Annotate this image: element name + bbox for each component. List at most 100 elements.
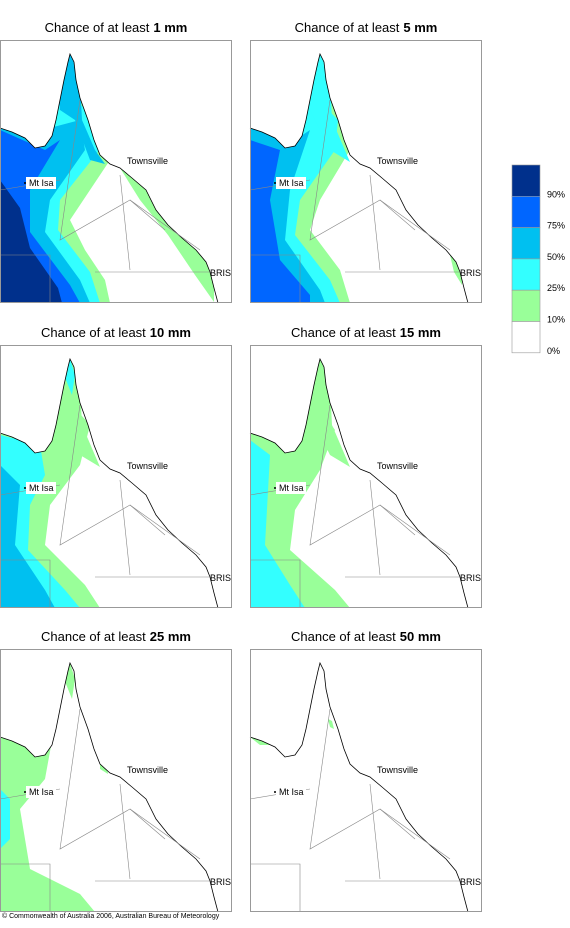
legend-label: 25% — [547, 283, 565, 293]
place-label: Townsville — [377, 461, 418, 471]
place-label: Townsville — [127, 461, 168, 471]
rain-region — [250, 391, 350, 608]
title-prefix: Chance of at least — [291, 629, 396, 644]
place-dot — [274, 791, 276, 793]
coastline — [249, 357, 469, 609]
border — [119, 174, 131, 271]
coastline — [249, 52, 469, 304]
title-prefix: Chance of at least — [291, 325, 396, 340]
map-panel: Townsville Mt Isa BRIS — [249, 345, 482, 609]
place-label: Townsville — [127, 156, 168, 166]
legend-label: 90% — [547, 189, 565, 199]
coastline — [0, 52, 219, 304]
rain-region — [58, 54, 105, 164]
rain-region — [120, 168, 214, 302]
legend: 90% 75% 50% 25% 10% 0% — [511, 164, 565, 356]
place-label: BRIS — [460, 573, 481, 583]
panel-frame — [0, 40, 232, 303]
rain-region — [0, 724, 95, 912]
panel-title: Chance of at least 15 mm — [291, 325, 441, 340]
rain-region — [0, 180, 62, 303]
border — [119, 783, 131, 880]
border — [59, 708, 201, 860]
label-box — [26, 482, 56, 494]
title-amount: 10 mm — [150, 325, 191, 340]
legend-label: 50% — [547, 252, 565, 262]
border — [129, 199, 166, 231]
border — [250, 254, 301, 303]
place-label: BRIS — [460, 877, 481, 887]
border — [250, 559, 301, 608]
place-label: Townsville — [127, 765, 168, 775]
border — [250, 863, 301, 912]
panel-title: Chance of at least 1 mm — [45, 20, 188, 35]
border — [379, 808, 416, 840]
border — [0, 559, 51, 608]
place-label: Mt Isa — [279, 787, 304, 797]
border — [59, 99, 201, 251]
rain-region — [0, 465, 55, 608]
legend-label: 75% — [547, 221, 565, 231]
border — [379, 199, 416, 231]
place-label: Mt Isa — [29, 178, 54, 188]
panel-frame — [0, 649, 232, 912]
map-panel: Townsville Mt Isa BRIS — [249, 40, 482, 304]
legend-swatch — [511, 196, 541, 228]
coastline — [0, 661, 219, 913]
rain-regions — [0, 54, 214, 303]
rain-region — [250, 140, 310, 303]
place-label: Mt Isa — [279, 483, 304, 493]
title-prefix: Chance of at least — [41, 325, 146, 340]
legend-label: 0% — [547, 346, 560, 356]
place-dot — [24, 487, 26, 489]
rain-region — [0, 789, 10, 849]
label-box — [276, 482, 306, 494]
border — [119, 479, 131, 576]
map-panel: Townsville Mt Isa BRIS — [0, 40, 232, 304]
title-amount: 50 mm — [400, 629, 441, 644]
coastline — [249, 661, 469, 913]
panel-title: Chance of at least 5 mm — [295, 20, 438, 35]
copyright: © Commonwealth of Australia 2006, Austra… — [2, 912, 220, 920]
legend-swatch — [511, 289, 541, 322]
border — [369, 479, 381, 576]
panels: Chance of at least 1 mm Townsville Mt Isa BR… — [0, 20, 482, 913]
border — [129, 808, 166, 840]
border — [309, 404, 451, 556]
border — [0, 254, 51, 303]
title-amount: 5 mm — [403, 20, 437, 35]
place-label: BRIS — [210, 268, 231, 278]
place-label: BRIS — [210, 573, 231, 583]
place-dot — [24, 791, 26, 793]
place-label: Mt Isa — [279, 178, 304, 188]
place-label: Mt Isa — [29, 483, 54, 493]
map-panel: Townsville Mt Isa BRIS — [249, 649, 482, 913]
place-label: BRIS — [210, 877, 231, 887]
panel-title: Chance of at least 25 mm — [41, 629, 191, 644]
title-prefix: Chance of at least — [295, 20, 400, 35]
border — [379, 504, 416, 536]
place-label: BRIS — [460, 268, 481, 278]
label-box — [26, 177, 56, 189]
place-label: Townsville — [377, 765, 418, 775]
place-dot — [274, 182, 276, 184]
map-panel: Townsville Mt Isa BRIS — [0, 649, 232, 913]
label-box — [26, 786, 56, 798]
border — [0, 863, 51, 912]
place-label: Mt Isa — [29, 787, 54, 797]
title-amount: 25 mm — [150, 629, 191, 644]
place-dot — [274, 487, 276, 489]
rain-region — [450, 255, 462, 285]
map-panel: Townsville Mt Isa BRIS — [0, 345, 232, 609]
place-label: Townsville — [377, 156, 418, 166]
legend-label: 10% — [547, 315, 565, 325]
legend-swatch — [511, 227, 541, 260]
title-prefix: Chance of at least — [45, 20, 150, 35]
coastline — [0, 357, 219, 609]
border — [369, 174, 381, 271]
place-dot — [24, 182, 26, 184]
panel-title: Chance of at least 50 mm — [291, 629, 441, 644]
legend-swatch — [511, 164, 541, 197]
rain-region — [250, 440, 305, 608]
